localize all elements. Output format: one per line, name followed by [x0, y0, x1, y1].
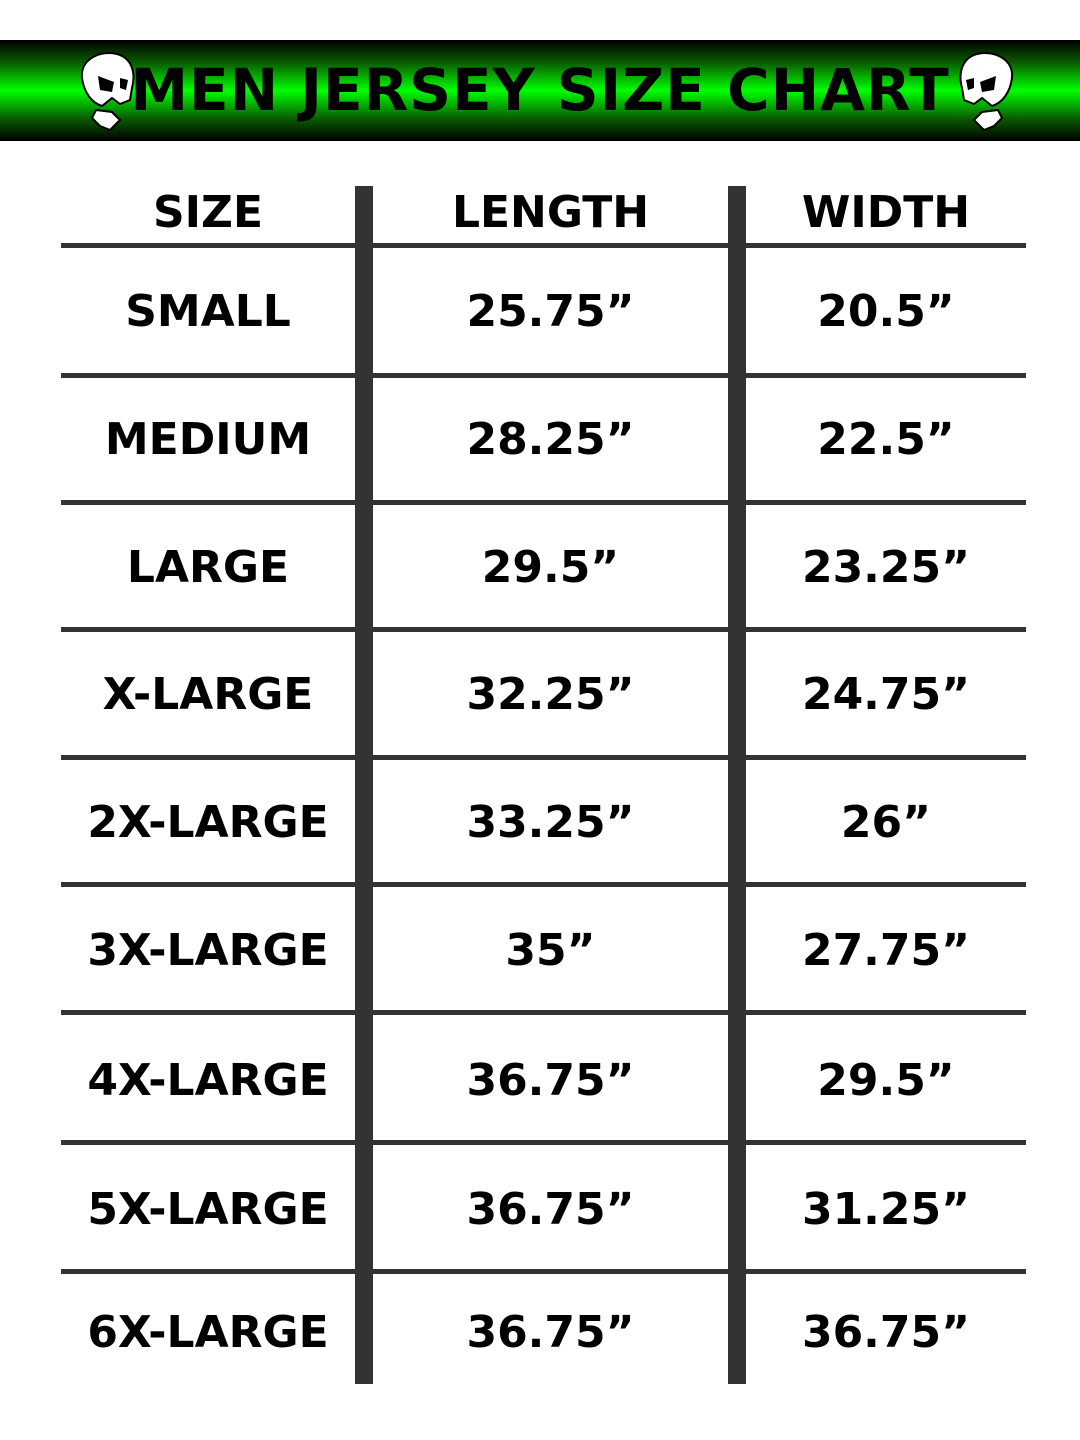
cell-length: 35”	[505, 925, 596, 976]
cell-size: 3X-LARGE	[87, 925, 329, 976]
cell-width: 23.25”	[801, 542, 971, 593]
cell-width: 22.5”	[817, 414, 955, 465]
row-divider	[61, 755, 1026, 760]
row-divider	[61, 1269, 1026, 1274]
cell-width: 36.75”	[801, 1307, 971, 1358]
skull-icon	[80, 52, 135, 132]
row-divider	[61, 1010, 1026, 1015]
row-divider	[61, 373, 1026, 378]
cell-width: 24.75”	[801, 669, 971, 720]
cell-size: MEDIUM	[104, 414, 312, 465]
row-divider	[61, 243, 1026, 248]
cell-size: 4X-LARGE	[87, 1055, 329, 1106]
cell-size: SMALL	[125, 286, 291, 337]
cell-size: X-LARGE	[102, 669, 314, 720]
page-title: MEN JERSEY SIZE CHART	[130, 56, 950, 124]
cell-size: 2X-LARGE	[87, 797, 329, 848]
cell-width: 31.25”	[801, 1184, 971, 1235]
column-header-size: SIZE	[152, 187, 264, 238]
cell-size: 5X-LARGE	[87, 1184, 329, 1235]
title-banner: MEN JERSEY SIZE CHART	[0, 40, 1080, 141]
row-divider	[61, 1140, 1026, 1145]
row-divider	[61, 882, 1026, 887]
column-divider	[728, 186, 746, 1384]
cell-length: 29.5”	[481, 542, 620, 593]
skull-icon	[959, 52, 1014, 132]
cell-width: 27.75”	[801, 925, 971, 976]
cell-length: 36.75”	[466, 1055, 635, 1106]
column-divider	[355, 186, 373, 1384]
cell-length: 36.75”	[466, 1184, 635, 1235]
cell-width: 20.5”	[817, 286, 955, 337]
column-header-width: WIDTH	[801, 187, 971, 238]
column-header-length: LENGTH	[451, 187, 650, 238]
cell-size: 6X-LARGE	[87, 1307, 329, 1358]
cell-width: 29.5”	[817, 1055, 955, 1106]
cell-width: 26”	[840, 797, 932, 848]
cell-size: LARGE	[126, 542, 290, 593]
cell-length: 32.25”	[466, 669, 635, 720]
cell-length: 36.75”	[466, 1307, 635, 1358]
row-divider	[61, 500, 1026, 505]
cell-length: 28.25”	[466, 414, 635, 465]
cell-length: 33.25”	[466, 797, 635, 848]
row-divider	[61, 627, 1026, 632]
cell-length: 25.75”	[466, 286, 635, 337]
